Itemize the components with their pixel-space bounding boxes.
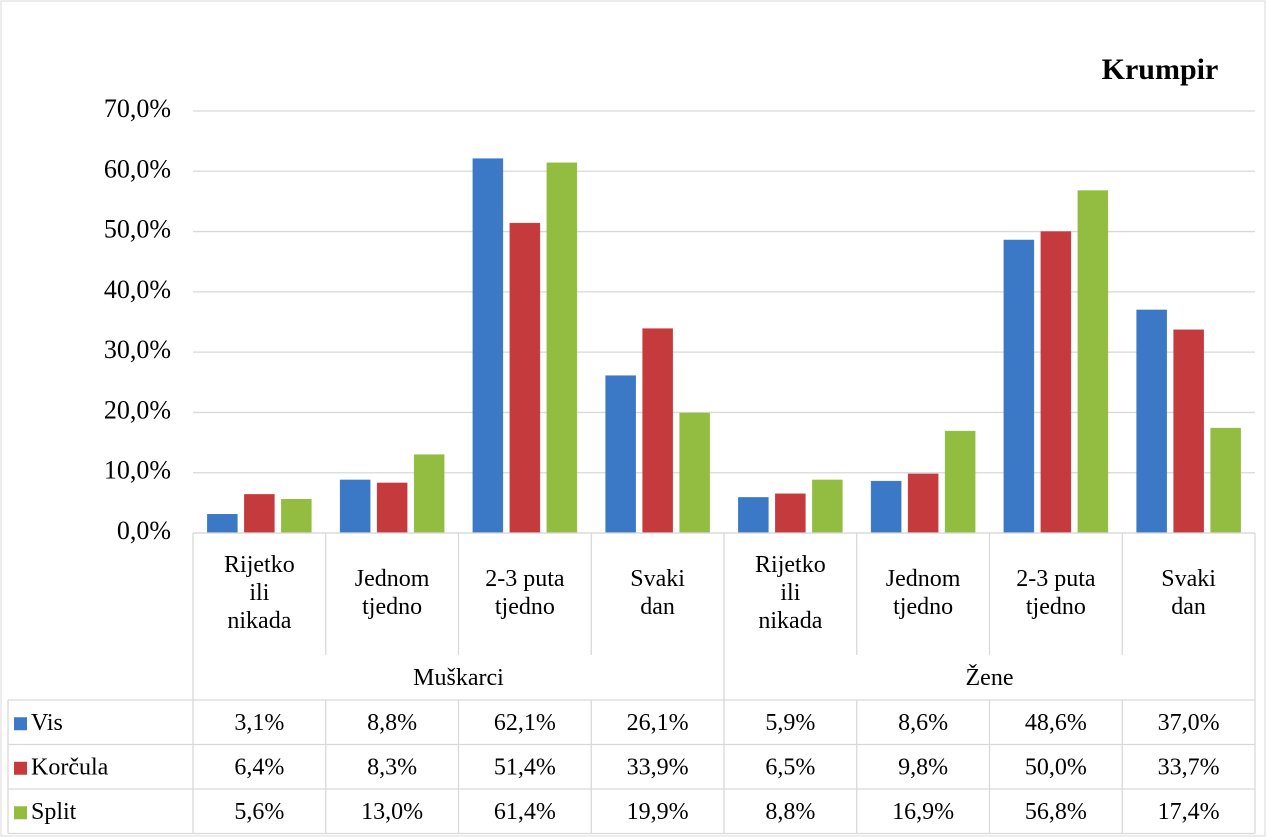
bar <box>1173 329 1204 534</box>
bar <box>244 494 275 534</box>
bar <box>642 328 673 534</box>
x-tick-label: Jednom tjedno <box>354 566 430 620</box>
y-tick-label: 40,0% <box>104 275 171 304</box>
table-value: 16,9% <box>892 799 954 825</box>
y-tick-label: 30,0% <box>104 335 171 364</box>
bar <box>605 375 636 534</box>
y-tick-label: 70,0% <box>104 94 171 123</box>
x-tick-label: 2-3 puta tjedno <box>1016 566 1096 620</box>
table-value: 37,0% <box>1158 710 1220 736</box>
table-value: 5,6% <box>234 799 284 825</box>
bar <box>413 454 445 534</box>
table-value: 5,9% <box>765 710 815 736</box>
table-value: 8,8% <box>367 710 417 736</box>
bar <box>812 479 843 534</box>
y-tick-label: 0,0% <box>117 516 171 545</box>
bar <box>509 222 541 534</box>
bar <box>339 479 371 534</box>
bar <box>207 514 238 534</box>
x-tick-label: Rijetko ili nikada <box>755 552 826 634</box>
table-value: 56,8% <box>1025 799 1087 825</box>
bar <box>1077 190 1109 534</box>
bar <box>944 430 976 534</box>
bar <box>1210 427 1241 534</box>
y-tick-label: 20,0% <box>104 395 171 424</box>
table-value: 51,4% <box>494 754 556 780</box>
x-tick-label: Svaki dan <box>1161 566 1216 620</box>
legend-key <box>14 806 27 820</box>
bar <box>472 158 504 534</box>
y-tick-label: 10,0% <box>104 456 171 485</box>
table-value: 17,4% <box>1158 799 1220 825</box>
table-value: 26,1% <box>627 710 689 736</box>
table-value: 33,7% <box>1158 754 1220 780</box>
legend-label: Korčula <box>31 754 109 780</box>
bar <box>738 497 769 534</box>
y-tick-label: 50,0% <box>104 215 171 244</box>
chart-title: Krumpir <box>1102 53 1219 86</box>
table-value: 8,6% <box>898 710 948 736</box>
y-tick-label: 60,0% <box>104 154 171 183</box>
bar <box>679 412 710 534</box>
table-value: 13,0% <box>361 799 423 825</box>
bar <box>376 482 408 534</box>
x-tick-label: Rijetko ili nikada <box>224 552 295 634</box>
table-value: 8,3% <box>367 754 417 780</box>
group-label: Muškarci <box>413 665 504 691</box>
bar <box>546 162 578 534</box>
legend-label: Vis <box>31 710 63 736</box>
bar <box>907 473 939 534</box>
table-value: 6,4% <box>234 754 284 780</box>
legend-label: Split <box>31 799 77 825</box>
bar <box>870 480 902 534</box>
table-value: 8,8% <box>765 799 815 825</box>
x-tick-label: Jednom tjedno <box>885 566 961 620</box>
bar <box>775 493 806 534</box>
legend-key <box>14 761 27 775</box>
table-value: 33,9% <box>627 754 689 780</box>
bar <box>1040 231 1072 534</box>
bar <box>1003 239 1035 534</box>
table-value: 62,1% <box>494 710 556 736</box>
x-tick-label: Svaki dan <box>630 566 685 620</box>
table-value: 6,5% <box>765 754 815 780</box>
bar <box>1136 309 1167 534</box>
table-value: 19,9% <box>627 799 689 825</box>
legend-key <box>14 717 27 731</box>
x-tick-label: 2-3 puta tjedno <box>485 566 565 620</box>
table-value: 3,1% <box>234 710 284 736</box>
table-value: 48,6% <box>1025 710 1087 736</box>
table-value: 61,4% <box>494 799 556 825</box>
bar <box>281 498 312 534</box>
table-value: 9,8% <box>898 754 948 780</box>
group-label: Žene <box>966 665 1014 691</box>
table-value: 50,0% <box>1025 754 1087 780</box>
